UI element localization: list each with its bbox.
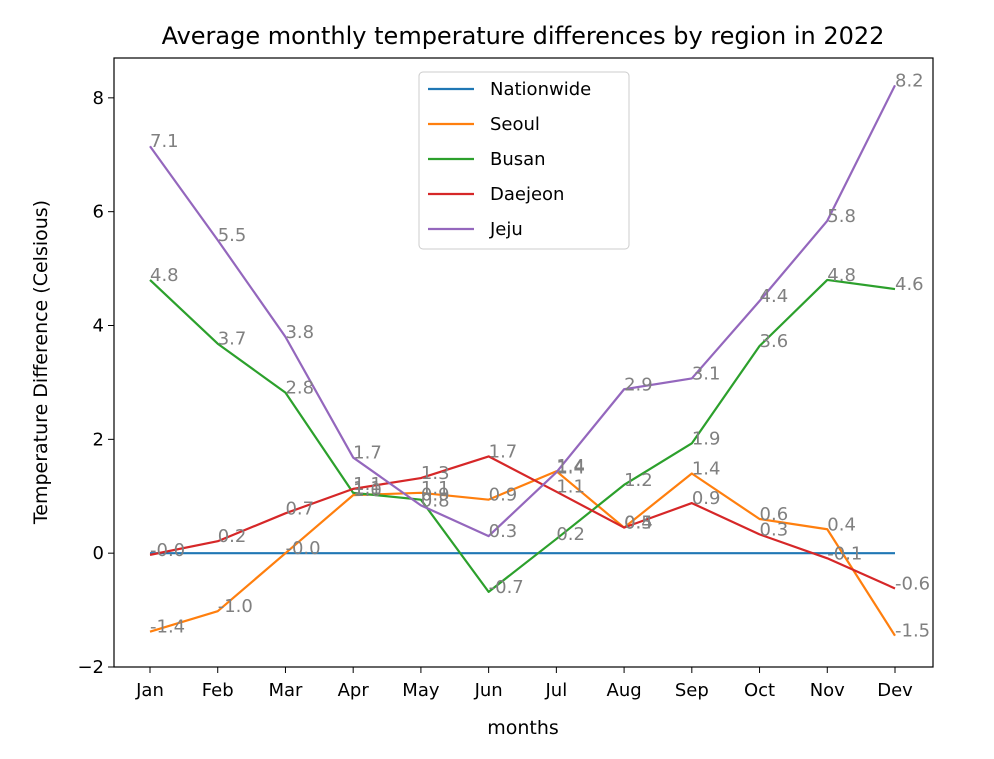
legend-label: Nationwide	[490, 79, 591, 100]
data-label-busan: 2.8	[285, 378, 314, 399]
series-line-busan	[149, 278, 896, 593]
x-tick-label: Apr	[338, 680, 370, 701]
data-label-busan: 4.8	[827, 265, 856, 286]
data-label-seoul: 0.6	[760, 504, 789, 525]
y-tick-label: 0	[93, 543, 104, 564]
data-label-busan: 0.9	[421, 485, 450, 506]
data-label-jeju: 1.4	[556, 457, 585, 478]
x-tick-label: Jun	[474, 680, 503, 701]
y-tick-label: 2	[93, 429, 104, 450]
data-label-daejeon: 0.2	[218, 526, 247, 547]
data-label-seoul: 1.1	[421, 478, 450, 499]
data-label-seoul: -1.0	[218, 596, 253, 617]
data-label-busan: 1.2	[624, 470, 653, 491]
y-tick-label: 4	[93, 316, 104, 337]
data-label-jeju: 2.9	[624, 374, 653, 395]
data-label-jeju: 8.2	[895, 70, 924, 91]
data-label-busan: 3.6	[760, 331, 789, 352]
series-line-daejeon	[149, 455, 896, 590]
x-tick-label: Jul	[545, 680, 568, 701]
y-axis-label: Temperature Difference (Celsious)	[30, 200, 52, 525]
legend-label: Seoul	[490, 114, 540, 135]
data-label-seoul: 0.4	[827, 514, 856, 535]
data-label-busan: 4.6	[895, 274, 924, 295]
data-labels: -1.4-1.0-0.01.0 1.1 0.91.40.51.40.6 0.4-1.5…	[150, 70, 930, 641]
data-label-seoul: -1.4	[150, 617, 185, 638]
data-label-daejeon: 1.7	[489, 441, 518, 462]
data-label-busan: 1.9	[692, 428, 721, 449]
data-label-busan: -0.7	[489, 577, 524, 598]
data-label-jeju: 0.8	[421, 490, 450, 511]
data-label-seoul: -0.0	[285, 538, 320, 559]
data-label-jeju: 3.1	[692, 363, 721, 384]
data-label-jeju: 7.1	[150, 131, 179, 152]
data-label-jeju: 1.7	[353, 443, 382, 464]
data-label-daejeon: 0.3	[760, 519, 789, 540]
data-label-jeju: 5.5	[218, 225, 247, 246]
legend-label: Jeju	[489, 219, 523, 240]
series-line-jeju	[149, 84, 896, 538]
data-label-daejeon: 0.9	[692, 488, 721, 509]
y-tick-label: 6	[93, 202, 104, 223]
x-tick-label: May	[402, 680, 440, 701]
data-label-seoul: 1.0	[353, 480, 382, 501]
data-label-busan: 1.1	[353, 478, 382, 499]
data-label-daejeon: 1.1	[556, 477, 585, 498]
data-label-daejeon: -0.1	[827, 543, 862, 564]
data-label-busan: 3.7	[218, 329, 247, 350]
y-tick-label: 8	[93, 88, 104, 109]
legend-label: Daejeon	[490, 184, 564, 205]
data-label-busan: 0.2	[556, 524, 585, 545]
y-tick-label: −2	[77, 657, 104, 678]
series-lines	[149, 84, 896, 637]
data-label-jeju: 5.8	[827, 206, 856, 227]
legend-box	[418, 71, 630, 250]
x-tick-label: Jan	[135, 680, 164, 701]
data-label-daejeon: 0.7	[285, 498, 314, 519]
data-label-daejeon: -0.6	[895, 573, 930, 594]
data-label-daejeon: 1.3	[421, 463, 450, 484]
data-label-seoul: 1.4	[692, 458, 721, 479]
data-label-seoul: -1.5	[895, 621, 930, 642]
data-label-seoul: 0.5	[624, 513, 653, 534]
axis-ticks: Jan Feb Mar Apr May Jun Jul Aug Sep Oct Nov Dev −2 0 2…	[77, 88, 913, 701]
x-tick-label: Oct	[744, 680, 775, 701]
data-label-daejeon: -0.0	[150, 540, 185, 561]
series-line-seoul	[149, 470, 896, 637]
data-label-daejeon: 1.1	[353, 474, 382, 495]
data-label-seoul: 1.4	[556, 456, 585, 477]
x-tick-label: Nov	[810, 680, 845, 701]
data-label-jeju: 0.3	[489, 521, 518, 542]
x-tick-label: Feb	[202, 680, 234, 701]
x-tick-label: Dev	[877, 680, 913, 701]
legend: Nationwide Seoul Busan Daejeon Jeju	[418, 71, 630, 250]
data-label-jeju: 3.8	[285, 322, 314, 343]
data-label-daejeon: 0.4	[624, 513, 653, 534]
data-label-jeju: 4.4	[760, 286, 789, 307]
legend-label: Busan	[490, 149, 546, 170]
chart-title: Average monthly temperature differences …	[162, 22, 885, 50]
x-tick-label: Sep	[675, 680, 709, 701]
x-tick-label: Mar	[268, 680, 303, 701]
x-axis-label: months	[487, 717, 559, 739]
x-tick-label: Aug	[607, 680, 642, 701]
data-label-busan: 4.8	[150, 265, 179, 286]
data-label-seoul: 0.9	[489, 485, 518, 506]
